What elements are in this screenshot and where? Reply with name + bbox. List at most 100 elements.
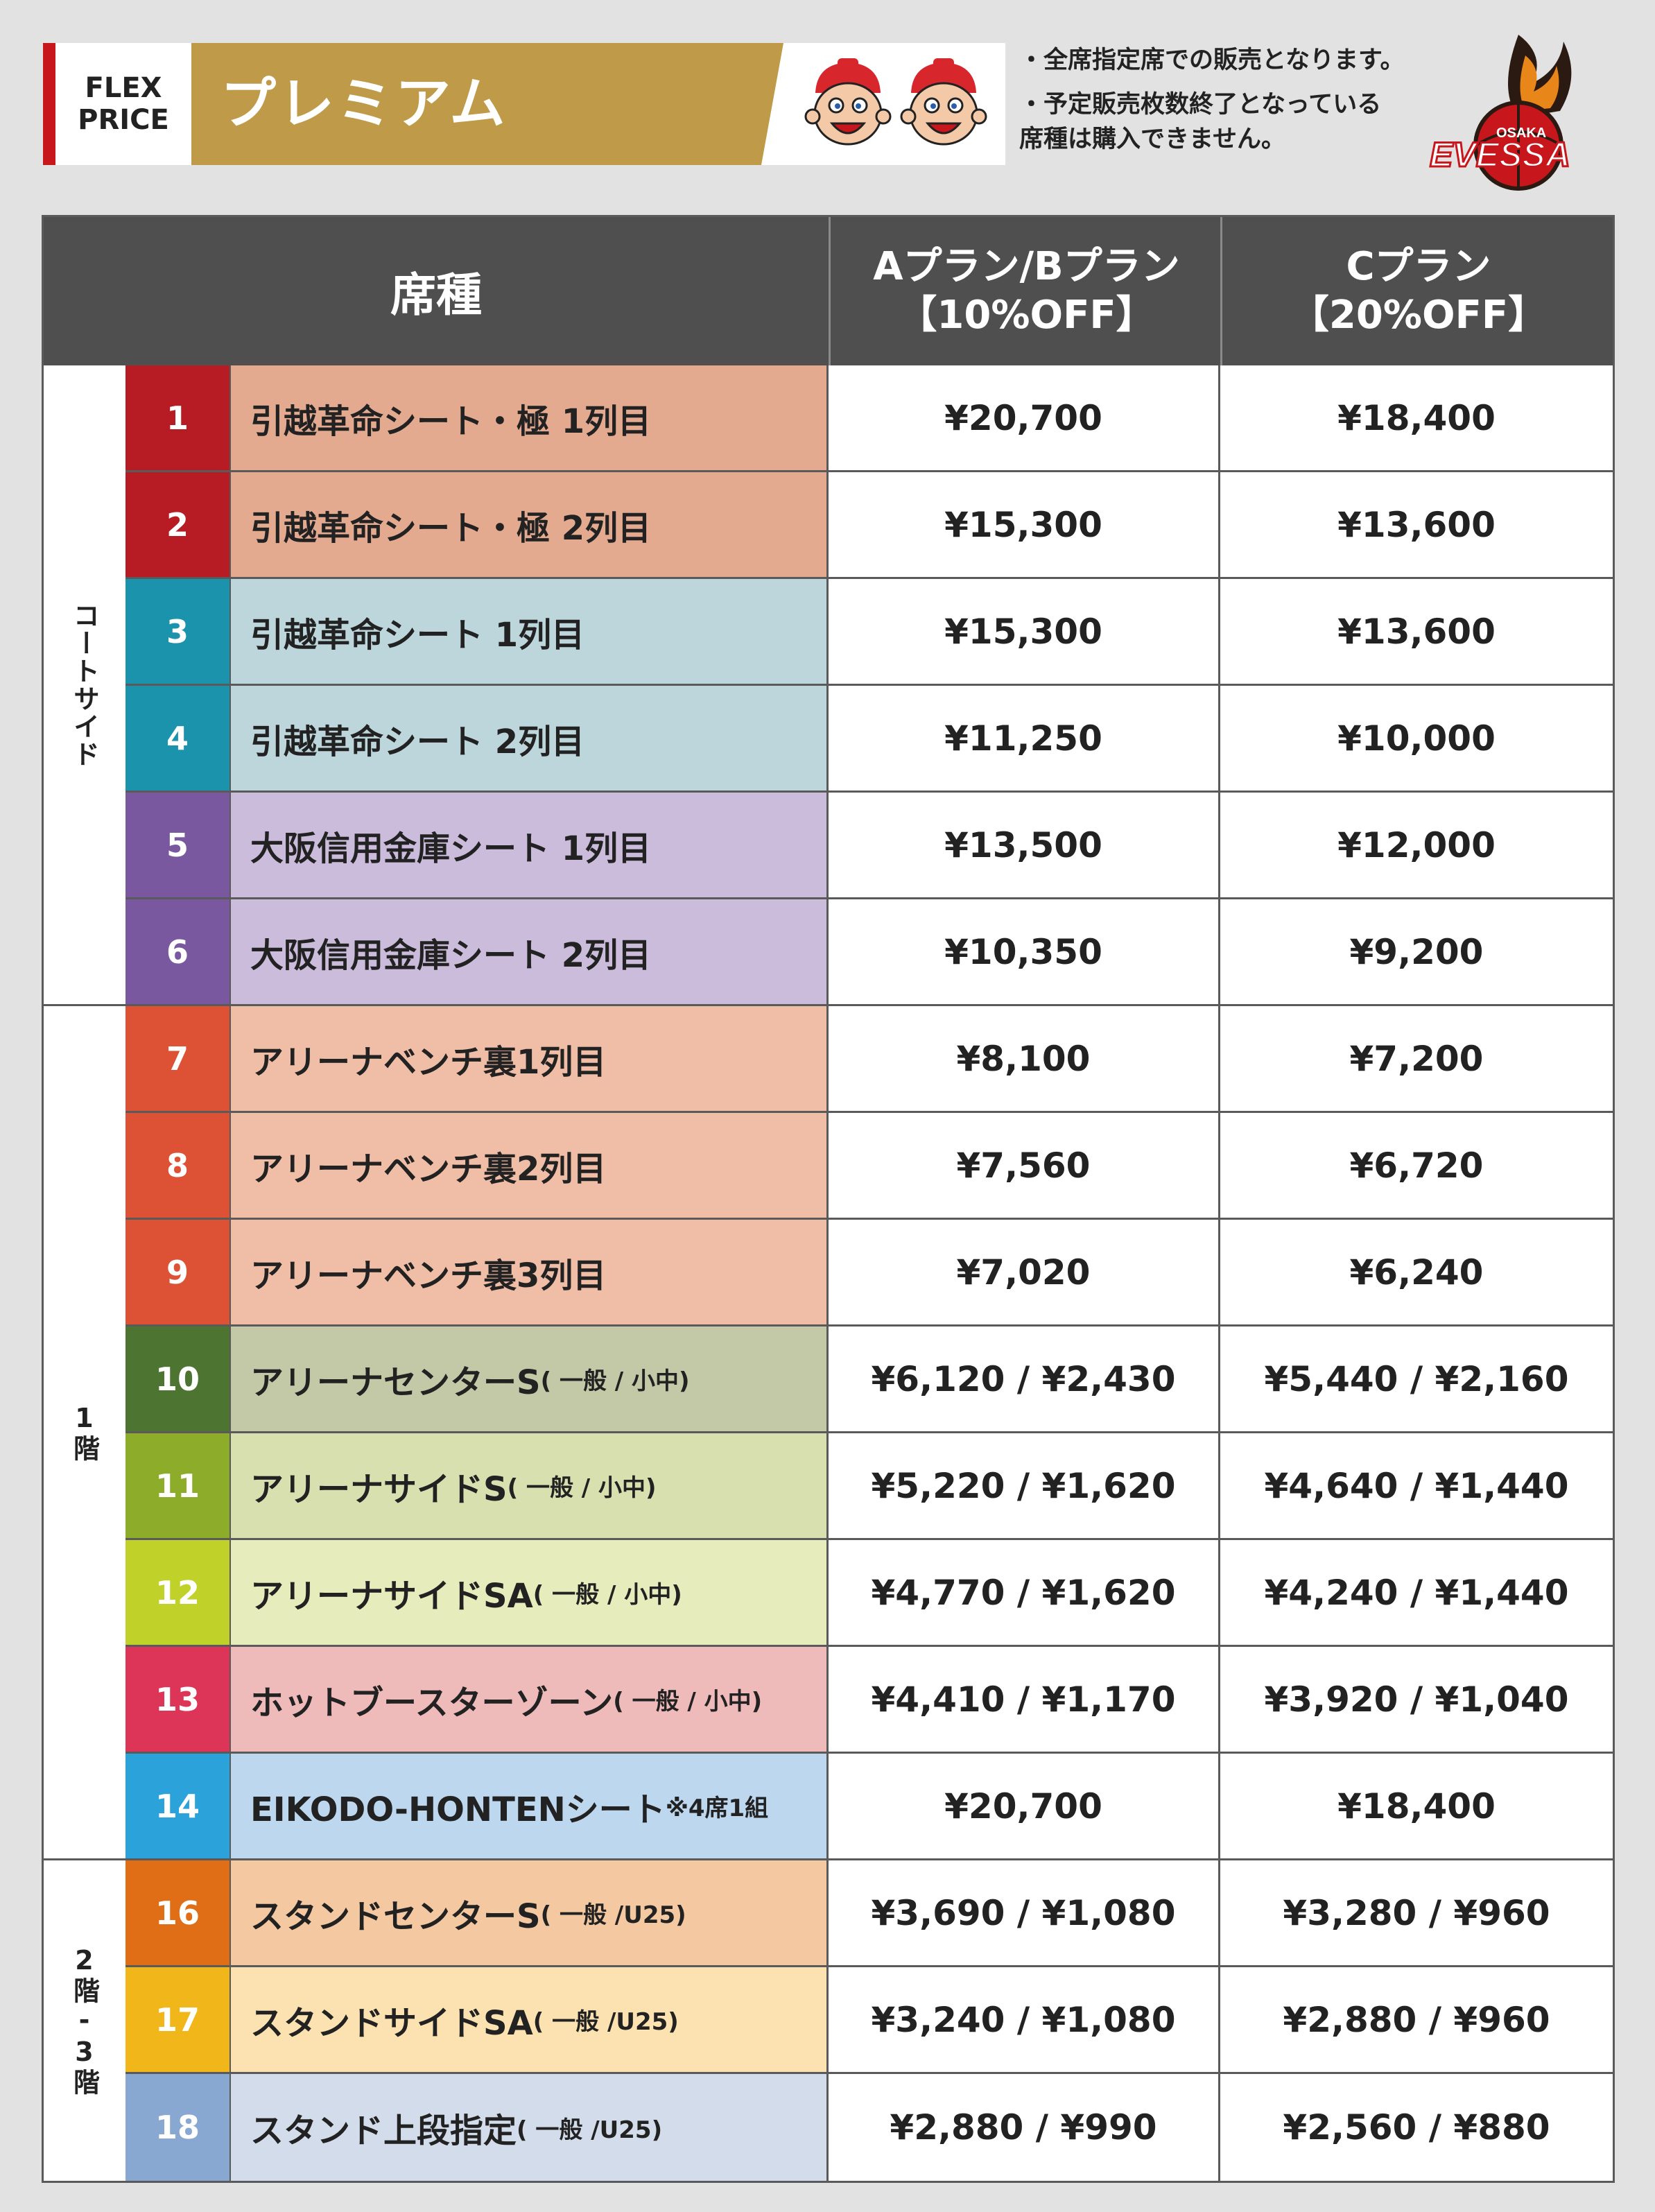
table-header: 席種 Aプラン/Bプラン 【10%OFF】 Cプラン 【20%OFF】: [44, 217, 1613, 365]
table-row: 17 スタンドサイドSA( 一般 /U25) ¥3,240 / ¥1,080 ¥2,8…: [125, 1967, 1613, 2074]
group-floor-1: 1階: [44, 1006, 125, 1860]
ab-plan-discount: 【10%OFF】: [898, 293, 1155, 338]
seat-name-note: ( 一般 /U25): [540, 1901, 686, 1929]
seat-name-note: ※4席1組: [665, 1795, 769, 1822]
seat-number: 6: [125, 899, 231, 1006]
seat-number: 11: [125, 1433, 231, 1540]
seat-name-cell: アリーナベンチ裏2列目: [231, 1113, 829, 1220]
seat-name: アリーナサイドS: [250, 1469, 508, 1509]
seat-name: スタンド上段指定: [250, 2111, 517, 2150]
price-c-plan: ¥10,000: [1220, 686, 1613, 793]
seat-name: 引越革命シート 1列目: [250, 615, 585, 655]
seat-name: アリーナベンチ裏2列目: [250, 1149, 607, 1189]
logo-osaka-text: OSAKA: [1496, 126, 1546, 141]
seat-number: 3: [125, 579, 231, 686]
seat-name-note: ( 一般 / 小中): [507, 1474, 657, 1502]
price-ab-plan: ¥13,500: [829, 793, 1220, 899]
seat-name-note: ( 一般 /U25): [517, 2116, 663, 2144]
seat-name: 引越革命シート・極 1列目: [250, 401, 652, 441]
price-c-plan: ¥4,240 / ¥1,440: [1220, 1540, 1613, 1647]
seat-name-cell: アリーナサイドS( 一般 / 小中): [231, 1433, 829, 1540]
seat-name-cell: 大阪信用金庫シート 1列目: [231, 793, 829, 899]
price-ab-plan: ¥4,770 / ¥1,620: [829, 1540, 1220, 1647]
table-row: 5 大阪信用金庫シート 1列目 ¥13,500 ¥12,000: [125, 793, 1613, 899]
price-c-plan: ¥2,560 / ¥880: [1220, 2074, 1613, 2181]
seat-number: 2: [125, 472, 231, 579]
table-row: 6 大阪信用金庫シート 2列目 ¥10,350 ¥9,200: [125, 899, 1613, 1006]
table-row: 18 スタンド上段指定( 一般 /U25) ¥2,880 / ¥990 ¥2,560 …: [125, 2074, 1613, 2181]
seat-name: EIKODO-HONTENシート: [250, 1790, 666, 1829]
price-ab-plan: ¥2,880 / ¥990: [829, 2074, 1220, 2181]
price-c-plan: ¥3,920 / ¥1,040: [1220, 1647, 1613, 1754]
price-c-plan: ¥3,280 / ¥960: [1220, 1860, 1613, 1967]
seat-name: スタンドセンターS: [250, 1896, 541, 1936]
price-ab-plan: ¥4,410 / ¥1,170: [829, 1647, 1220, 1754]
seat-name-note: ( 一般 / 小中): [540, 1367, 690, 1395]
price-c-plan: ¥18,400: [1220, 1754, 1613, 1860]
table-row: 12 アリーナサイドSA( 一般 / 小中) ¥4,770 / ¥1,620 ¥4,2…: [125, 1540, 1613, 1647]
table-row: 4 引越革命シート 2列目 ¥11,250 ¥10,000: [125, 686, 1613, 793]
column-header-seat: 席種: [390, 268, 482, 322]
seat-name-cell: EIKODO-HONTENシート ※4席1組: [231, 1754, 829, 1860]
seat-name: ホットブースターゾーン: [250, 1683, 614, 1722]
price-c-plan: ¥18,400: [1220, 365, 1613, 472]
logo-evessa-text: EVESSA: [1430, 135, 1570, 174]
price-ab-plan: ¥20,700: [829, 365, 1220, 472]
table-row: 1 引越革命シート・極 1列目 ¥20,700 ¥18,400: [125, 365, 1613, 472]
seat-name-cell: アリーナセンターS( 一般 / 小中): [231, 1327, 829, 1433]
c-plan-discount: 【20%OFF】: [1290, 293, 1548, 338]
seat-number: 16: [125, 1860, 231, 1967]
table-row: 7 アリーナベンチ裏1列目 ¥8,100 ¥7,200: [125, 1006, 1613, 1113]
seat-name: アリーナサイドSA: [250, 1576, 533, 1616]
seat-number: 17: [125, 1967, 231, 2074]
price-table: 席種 Aプラン/Bプラン 【10%OFF】 Cプラン 【20%OFF】 コートサ…: [42, 215, 1615, 2183]
price-ab-plan: ¥6,120 / ¥2,430: [829, 1327, 1220, 1433]
seat-number: 10: [125, 1327, 231, 1433]
header-gold-band: [191, 43, 812, 165]
price-ab-plan: ¥8,100: [829, 1006, 1220, 1113]
price-ab-plan: ¥3,240 / ¥1,080: [829, 1967, 1220, 2074]
note-2: ・予定販売枚数終了となっている: [1019, 91, 1382, 119]
seat-name-cell: ホットブースターゾーン( 一般 / 小中): [231, 1647, 829, 1754]
header-red-accent: [43, 43, 55, 165]
seat-name: 大阪信用金庫シート 1列目: [250, 829, 652, 868]
price-c-plan: ¥6,720: [1220, 1113, 1613, 1220]
table-row: 11 アリーナサイドS( 一般 / 小中) ¥5,220 / ¥1,620 ¥4,64…: [125, 1433, 1613, 1540]
price-ab-plan: ¥10,350: [829, 899, 1220, 1006]
page-title: プレミアム: [220, 71, 508, 136]
seat-name: アリーナセンターS: [250, 1363, 541, 1402]
table-row: 13 ホットブースターゾーン( 一般 / 小中) ¥4,410 / ¥1,170 ¥3…: [125, 1647, 1613, 1754]
price-ab-plan: ¥7,020: [829, 1220, 1220, 1327]
price-c-plan: ¥4,640 / ¥1,440: [1220, 1433, 1613, 1540]
price-c-plan: ¥7,200: [1220, 1006, 1613, 1113]
seat-number: 13: [125, 1647, 231, 1754]
note-1: ・全席指定席での販売となります。: [1019, 46, 1405, 74]
flex-label: FLEX: [85, 72, 162, 104]
seat-number: 7: [125, 1006, 231, 1113]
seat-number: 12: [125, 1540, 231, 1647]
price-ab-plan: ¥5,220 / ¥1,620: [829, 1433, 1220, 1540]
price-ab-plan: ¥3,690 / ¥1,080: [829, 1860, 1220, 1967]
mascot-left-icon: [804, 58, 892, 146]
osaka-evessa-logo: OSAKA EVESSA: [1429, 35, 1572, 191]
seat-number: 8: [125, 1113, 231, 1220]
price-c-plan: ¥13,600: [1220, 579, 1613, 686]
seat-name-cell: 引越革命シート・極 2列目: [231, 472, 829, 579]
seat-name-cell: スタンドセンターS( 一般 /U25): [231, 1860, 829, 1967]
table-row: 2 引越革命シート・極 2列目 ¥15,300 ¥13,600: [125, 472, 1613, 579]
seat-name: 引越革命シート 2列目: [250, 722, 585, 761]
sales-notes: ・全席指定席での販売となります。 ・予定販売枚数終了となっている 席種は購入でき…: [1019, 43, 1435, 157]
seat-name-cell: 引越革命シート 1列目: [231, 579, 829, 686]
table-row: 8 アリーナベンチ裏2列目 ¥7,560 ¥6,720: [125, 1113, 1613, 1220]
seat-name-cell: 大阪信用金庫シート 2列目: [231, 899, 829, 1006]
seat-name-note: ( 一般 / 小中): [532, 1581, 682, 1609]
table-row: 3 引越革命シート 1列目 ¥15,300 ¥13,600: [125, 579, 1613, 686]
flex-price-badge: FLEX PRICE: [55, 43, 191, 165]
note-3: 席種は購入できません。: [1019, 126, 1285, 153]
seat-name-cell: アリーナベンチ裏3列目: [231, 1220, 829, 1327]
price-c-plan: ¥2,880 / ¥960: [1220, 1967, 1613, 2074]
price-c-plan: ¥12,000: [1220, 793, 1613, 899]
price-ab-plan: ¥7,560: [829, 1113, 1220, 1220]
column-header-ab-plan: Aプラン/Bプラン 【10%OFF】: [829, 217, 1222, 365]
seat-number: 14: [125, 1754, 231, 1860]
